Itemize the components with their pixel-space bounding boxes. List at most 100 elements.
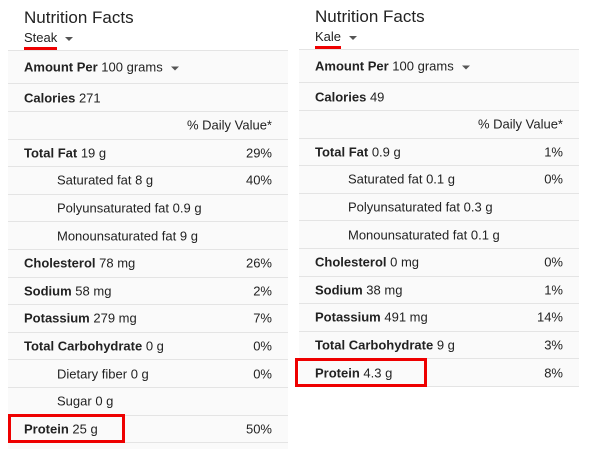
nutrient-amount: 9 g — [179, 228, 198, 244]
nutrient-name: Polyunsaturated fat — [348, 199, 461, 215]
nutrient-name: Monounsaturated fat — [57, 228, 177, 244]
nutrient: Monounsaturated fat 9 g — [57, 228, 198, 243]
nutrient: Polyunsaturated fat 0.9 g — [57, 201, 202, 216]
amount-label: Amount Per 100 grams — [24, 60, 179, 75]
nutrient-amount: 58 mg — [75, 283, 112, 299]
nutrient: Saturated fat 0.1 g — [348, 172, 455, 187]
panel-title: Nutrition Facts — [24, 8, 134, 27]
nutrient: Cholesterol 0 mg — [315, 255, 419, 270]
nutrient-row: Total Carbohydrate 9 g 3% — [299, 330, 579, 359]
nutrient-name: Total Carbohydrate — [315, 337, 434, 353]
daily-value: 0% — [253, 338, 272, 354]
nutrient-row: Sodium 38 mg 1% — [299, 275, 579, 304]
dropdown-arrow — [170, 66, 179, 71]
daily-value: 29% — [245, 145, 272, 161]
daily-value: 0% — [253, 366, 272, 382]
calories-value: 271 — [78, 90, 101, 105]
calories-label: Calories — [315, 89, 367, 104]
amount-row: Amount Per 100 grams — [299, 49, 579, 82]
nutrient: Potassium 279 mg — [24, 311, 137, 326]
calories-row: Calories 49 — [299, 82, 579, 110]
nutrient-name: Cholesterol — [315, 254, 387, 270]
amount-row: Amount Per 100 grams — [8, 50, 288, 83]
calories: Calories 49 — [315, 89, 384, 104]
sub-nutrient-row: Monounsaturated fat 0.1 g — [299, 220, 579, 248]
calories-row: Calories 271 — [8, 83, 288, 111]
nutrient-amount: 9 g — [436, 337, 455, 353]
dropdown-arrow — [461, 65, 470, 70]
nutrient-amount: 491 mg — [384, 309, 428, 325]
nutrient-row: Total Carbohydrate 0 g 0% — [8, 331, 288, 360]
nutrient-name: Saturated fat — [348, 171, 423, 187]
amount-label: Amount Per 100 grams — [315, 59, 470, 74]
nutrient-amount: 0.1 g — [426, 171, 455, 187]
sub-nutrient-row: Saturated fat 8 g 40% — [8, 166, 288, 194]
nutrient-name: Protein — [315, 365, 360, 381]
calories-label: Calories — [24, 90, 76, 105]
sub-nutrient-row: Sugar 0 g — [8, 387, 288, 415]
nutrient-row: Total Fat 0.9 g 1% — [299, 137, 579, 166]
nutrient-name: Saturated fat — [57, 172, 132, 188]
nutrient-name: Sodium — [24, 283, 72, 299]
dv-header: % Daily Value* — [477, 116, 563, 132]
amount-value[interactable]: 100 grams — [101, 59, 163, 75]
nutrient-amount: 0 g — [145, 338, 164, 354]
nutrient: Dietary fiber 0 g — [57, 366, 149, 381]
sub-nutrient-row: Saturated fat 0.1 g 0% — [299, 165, 579, 193]
highlight-box — [295, 358, 427, 387]
amount-title: Amount Per — [315, 58, 389, 74]
nutrient-amount: 0.3 g — [463, 199, 493, 215]
daily-value: 1% — [544, 144, 563, 160]
daily-value: 7% — [253, 310, 272, 326]
nutrient-amount: 78 mg — [99, 255, 136, 271]
nutrient: Potassium 491 mg — [315, 310, 428, 325]
sub-nutrient-row: Monounsaturated fat 9 g — [8, 221, 288, 249]
nutrient-amount: 0.9 g — [371, 144, 401, 160]
nutrient-amount: 0 g — [95, 393, 114, 409]
amount-value[interactable]: 100 grams — [392, 58, 454, 74]
nutrient-row: Total Fat 19 g 29% — [8, 138, 288, 167]
nutrient-amount: 25 g — [72, 421, 98, 437]
nutrient-name: Cholesterol — [24, 255, 96, 271]
nutrient: Monounsaturated fat 0.1 g — [348, 227, 500, 242]
nutrition-panel: Nutrition Facts Kale Amount Per 100 grams C… — [299, 0, 579, 448]
calories: Calories 271 — [24, 90, 101, 105]
nutrient-amount: 8 g — [135, 172, 154, 188]
nutrient-row: Sodium 58 mg 2% — [8, 276, 288, 305]
daily-value: 14% — [536, 309, 563, 325]
nutrient-amount: 279 mg — [93, 310, 137, 326]
nutrient-amount: 19 g — [80, 145, 107, 161]
nutrient-amount: 0.1 g — [470, 227, 500, 243]
nutrient: Cholesterol 78 mg — [24, 256, 135, 271]
nutrient-name: Sodium — [315, 282, 363, 298]
nutrient-amount: 0 g — [130, 366, 149, 382]
daily-value: 50% — [245, 421, 272, 437]
panel-end — [8, 442, 288, 449]
dv-header-row: % Daily Value* — [8, 111, 288, 139]
sub-nutrient-row: Polyunsaturated fat 0.3 g — [299, 192, 579, 221]
nutrient-row: Cholesterol 78 mg 26% — [8, 249, 288, 277]
nutrition-panel: Nutrition Facts Steak Amount Per 100 grams… — [8, 0, 288, 449]
nutrient: Protein 25 g — [24, 421, 98, 436]
dv-header: % Daily Value* — [186, 117, 272, 133]
daily-value: 0% — [544, 171, 563, 187]
nutrient-row: Protein 25 g 50% — [8, 414, 288, 443]
nutrient-row: Potassium 491 mg 14% — [299, 303, 579, 331]
nutrient: Sodium 58 mg — [24, 283, 111, 298]
daily-value: 3% — [544, 337, 563, 353]
panel-end — [299, 386, 579, 387]
nutrient-amount: 4.3 g — [363, 365, 393, 381]
nutrient-name: Potassium — [24, 310, 90, 326]
daily-value: 40% — [245, 172, 272, 188]
nutrient-name: Monounsaturated fat — [348, 227, 468, 243]
daily-value: 0% — [544, 254, 563, 270]
nutrient-row: Potassium 279 mg 7% — [8, 304, 288, 332]
food-selector[interactable]: Steak — [24, 30, 74, 50]
highlight-box — [8, 414, 125, 443]
nutrient: Total Fat 19 g — [24, 145, 106, 160]
dropdown-arrow — [349, 35, 358, 40]
daily-value: 1% — [544, 282, 563, 298]
nutrient-name: Total Fat — [24, 145, 78, 161]
nutrient-name: Dietary fiber — [57, 366, 128, 382]
food-selector[interactable]: Kale — [315, 29, 358, 49]
